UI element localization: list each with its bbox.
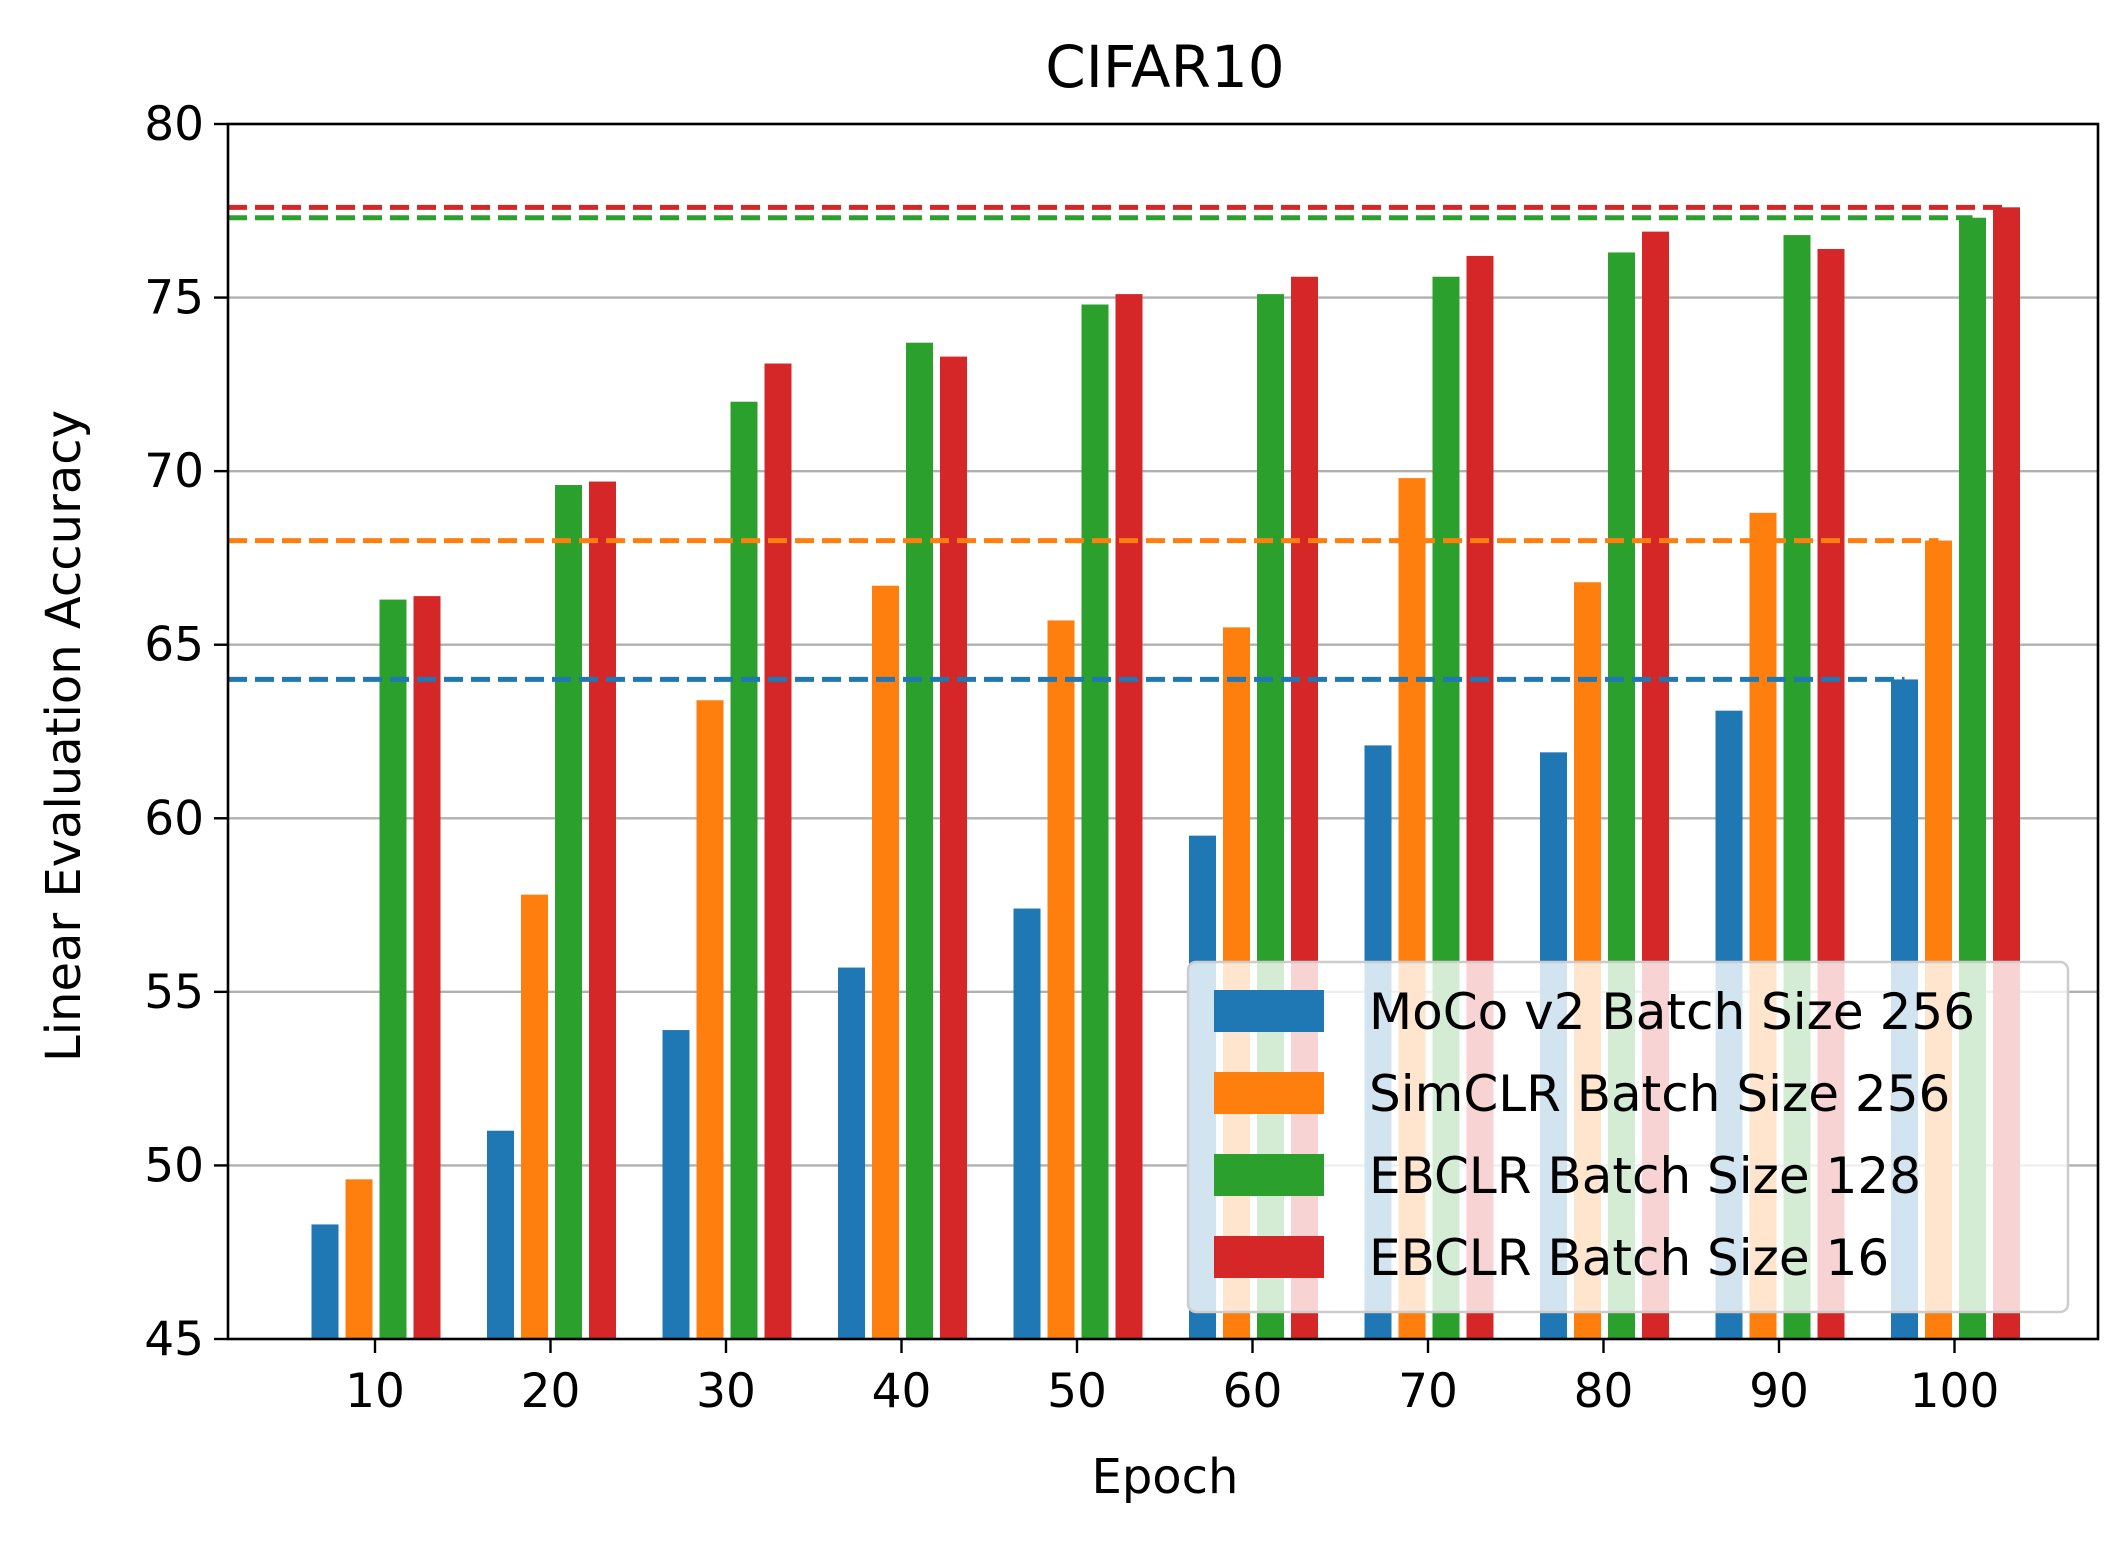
legend-entry: SimCLR Batch Size 256 bbox=[1369, 1065, 1950, 1123]
bar bbox=[413, 596, 441, 1339]
x-tick-label: 90 bbox=[1749, 1364, 1809, 1419]
y-tick-label: 45 bbox=[144, 1312, 204, 1367]
x-tick-label: 80 bbox=[1574, 1364, 1634, 1419]
bar bbox=[764, 363, 792, 1339]
y-axis-label: Linear Evaluation Accuracy bbox=[36, 410, 92, 1062]
x-tick-label: 100 bbox=[1910, 1364, 2000, 1419]
legend-entry: MoCo v2 Batch Size 256 bbox=[1369, 983, 1975, 1041]
y-tick-label: 70 bbox=[144, 444, 204, 499]
y-tick-label: 50 bbox=[144, 1138, 204, 1193]
x-tick-label: 40 bbox=[872, 1364, 932, 1419]
bar bbox=[1013, 908, 1041, 1339]
legend bbox=[1186, 960, 2070, 1314]
x-tick-label: 20 bbox=[521, 1364, 581, 1419]
legend-entry: EBCLR Batch Size 16 bbox=[1369, 1229, 1889, 1287]
bar bbox=[838, 967, 865, 1339]
bar bbox=[940, 356, 967, 1340]
bar bbox=[521, 894, 548, 1339]
bar bbox=[345, 1179, 373, 1339]
bar bbox=[872, 585, 899, 1339]
bar bbox=[1081, 304, 1109, 1339]
bar bbox=[730, 401, 758, 1339]
bar bbox=[906, 342, 933, 1339]
bar bbox=[1115, 294, 1143, 1340]
x-tick-label: 60 bbox=[1223, 1364, 1283, 1419]
bar bbox=[696, 700, 724, 1339]
legend-swatch bbox=[1214, 1072, 1324, 1114]
y-tick-label: 75 bbox=[144, 271, 204, 326]
plot-frame bbox=[226, 122, 2100, 1341]
y-tick-label: 65 bbox=[144, 618, 204, 673]
legend-entry: EBCLR Batch Size 128 bbox=[1369, 1147, 1921, 1205]
bar bbox=[555, 485, 582, 1339]
legend-swatch bbox=[1214, 990, 1324, 1032]
x-tick-label: 50 bbox=[1047, 1364, 1107, 1419]
legend-swatch bbox=[1214, 1154, 1324, 1196]
bar bbox=[662, 1030, 690, 1339]
chart-title: CIFAR10 bbox=[1045, 33, 1284, 101]
bar bbox=[311, 1224, 339, 1339]
legend-swatch bbox=[1214, 1236, 1324, 1278]
x-axis-label: Epoch bbox=[1092, 1449, 1239, 1505]
y-tick-label: 55 bbox=[144, 965, 204, 1020]
bar bbox=[1047, 620, 1075, 1339]
x-tick-label: 30 bbox=[696, 1364, 756, 1419]
bar bbox=[487, 1130, 514, 1339]
y-tick-label: 80 bbox=[144, 97, 204, 152]
x-tick-label: 70 bbox=[1398, 1364, 1458, 1419]
bar bbox=[589, 481, 616, 1339]
x-tick-label: 10 bbox=[345, 1364, 405, 1419]
bar bbox=[379, 599, 407, 1339]
y-tick-label: 60 bbox=[144, 791, 204, 846]
